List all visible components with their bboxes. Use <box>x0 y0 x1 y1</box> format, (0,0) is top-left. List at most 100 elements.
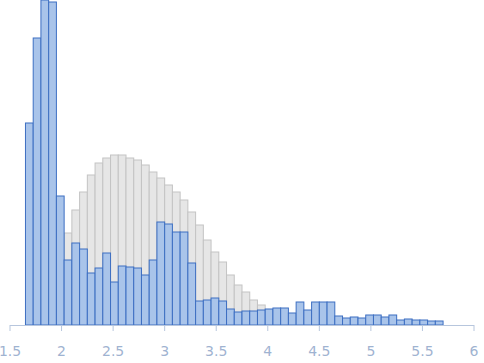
histogram-bar <box>72 243 80 325</box>
histogram-bar <box>126 158 134 325</box>
x-tick <box>164 325 165 331</box>
histogram-bar <box>95 268 103 325</box>
histogram-bar <box>373 315 381 325</box>
histogram-bar <box>126 267 134 325</box>
histogram-bar <box>242 311 250 325</box>
x-tick <box>267 325 268 331</box>
histogram-bar <box>404 319 412 325</box>
x-tick <box>422 325 423 331</box>
histogram-bar <box>180 232 188 325</box>
histogram-bar <box>343 318 351 325</box>
histogram-bar <box>180 200 188 325</box>
histogram-bar <box>273 308 281 325</box>
x-tick <box>370 325 371 331</box>
histogram-bar <box>56 196 64 325</box>
histogram-bar <box>80 249 88 325</box>
histogram-bar <box>64 233 72 325</box>
histogram-bar <box>428 321 436 325</box>
histogram-bar <box>203 240 211 325</box>
x-axis <box>10 325 474 326</box>
histogram-bar <box>111 282 119 325</box>
histogram-bar <box>250 300 258 325</box>
histogram-bar <box>196 225 204 325</box>
histogram-bar <box>219 262 227 325</box>
x-tick <box>319 325 320 331</box>
histogram-bar <box>64 260 72 325</box>
histogram-bar <box>312 302 320 325</box>
histogram-bar <box>358 318 366 325</box>
histogram-bar <box>172 192 180 325</box>
histogram-bar <box>188 212 196 325</box>
x-tick <box>61 325 62 331</box>
histogram-bar <box>87 273 95 325</box>
histogram-bar <box>118 266 126 325</box>
histogram-bar <box>149 172 157 325</box>
histogram-bar <box>211 252 219 325</box>
histogram-bar <box>165 224 173 325</box>
histogram-bar <box>87 175 95 325</box>
x-tick <box>474 325 475 331</box>
histogram-bar <box>327 302 335 325</box>
histogram-bar <box>350 317 358 325</box>
histogram-bar <box>103 253 111 325</box>
x-tick-label: 3.5 <box>205 343 227 359</box>
x-tick-label: 6 <box>470 343 479 359</box>
histogram-bar <box>95 163 103 325</box>
histogram-bar <box>80 192 88 325</box>
x-tick-label: 4 <box>263 343 272 359</box>
histogram-bar <box>304 310 312 325</box>
histogram-bar <box>188 263 196 325</box>
histogram-bar <box>227 309 235 325</box>
histogram-bar <box>319 302 327 325</box>
histogram-bar <box>49 2 57 325</box>
histogram-bar <box>103 158 111 325</box>
histogram-bar <box>141 165 149 325</box>
x-tick <box>113 325 114 331</box>
histogram-bar <box>33 38 41 325</box>
histogram-bar <box>41 0 49 325</box>
histogram-bar <box>172 232 180 325</box>
histogram-bar <box>234 312 242 325</box>
histogram-bar <box>134 160 142 325</box>
histogram-bar <box>72 210 80 325</box>
x-tick-label: 2.5 <box>102 343 124 359</box>
histogram-bar <box>257 310 265 325</box>
histogram-bar <box>149 260 157 325</box>
histogram-bar <box>141 275 149 325</box>
histogram-bar <box>165 185 173 325</box>
histogram-bar <box>234 285 242 325</box>
histogram-bar <box>250 311 258 325</box>
histogram-bar <box>196 301 204 325</box>
x-tick-label: 1.5 <box>0 343 21 359</box>
histogram-bar <box>435 321 443 325</box>
x-tick-label: 3 <box>160 343 169 359</box>
x-tick-label: 2 <box>57 343 66 359</box>
x-tick-label: 5.5 <box>411 343 433 359</box>
x-tick <box>216 325 217 331</box>
histogram-bar <box>296 302 304 325</box>
histogram-bar <box>281 308 289 325</box>
histogram-bar <box>157 178 165 325</box>
histogram-bar <box>397 320 405 325</box>
chart: 1.522.533.544.555.56 <box>0 0 484 363</box>
histogram-bar <box>25 123 33 325</box>
histogram-bar <box>111 155 119 325</box>
histogram-bar <box>288 313 296 325</box>
histogram-bar <box>134 268 142 325</box>
histogram-bar <box>381 317 389 325</box>
histogram-bar <box>389 315 397 325</box>
x-tick <box>10 325 11 331</box>
histogram-bar <box>265 309 273 325</box>
x-tick-label: 5 <box>366 343 375 359</box>
histogram-bar <box>366 315 374 325</box>
histogram-bar <box>219 301 227 325</box>
bars <box>25 0 443 325</box>
histogram-bar <box>412 320 420 325</box>
histogram-bar <box>118 155 126 325</box>
histogram-bar <box>157 222 165 325</box>
histogram-bar <box>211 298 219 325</box>
histogram-bar <box>335 316 343 325</box>
histogram-bar <box>420 320 428 325</box>
histogram-bar <box>203 300 211 325</box>
histogram-bar <box>242 292 250 325</box>
